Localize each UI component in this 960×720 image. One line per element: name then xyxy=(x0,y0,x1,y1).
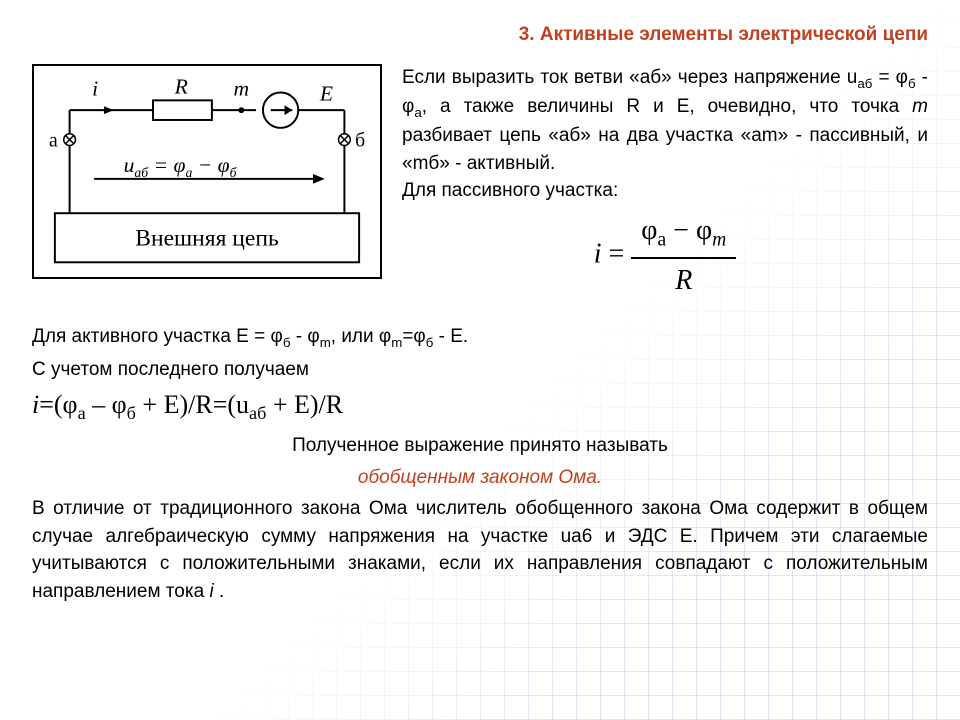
slide-content: 3. Активные элементы электрической цепи xyxy=(0,0,960,605)
circuit-svg: i R m E а б uаб = φа − φб Внешняя цепь xyxy=(32,64,382,279)
label-m: m xyxy=(233,76,249,100)
paragraph-explain: В отличие от традиционного закона Ома чи… xyxy=(32,495,928,605)
label-R: R xyxy=(174,74,188,98)
label-b: б xyxy=(355,130,365,151)
label-E: E xyxy=(319,81,333,105)
law-intro: Полученное выражение принято называть xyxy=(32,432,928,460)
label-i: i xyxy=(92,76,98,100)
generalized-ohm-equation: i=(φа – φб + E)/R=(uаб + E)/R xyxy=(32,390,928,424)
u-eq: uаб = φа − φб xyxy=(124,153,238,180)
equation-passive: i = φа − φmR xyxy=(402,211,928,302)
label-a: а xyxy=(49,130,58,151)
paragraph-1: Если выразить ток ветви «аб» через напря… xyxy=(402,64,928,319)
top-row: i R m E а б uаб = φа − φб Внешняя цепь Е… xyxy=(32,64,928,319)
paragraph-active: Для активного участка E = φб - φm, или φ… xyxy=(32,323,928,352)
circuit-diagram: i R m E а б uаб = φа − φб Внешняя цепь xyxy=(32,64,382,284)
external-circuit-label: Внешняя цепь xyxy=(135,226,279,252)
slide-title: 3. Активные элементы электрической цепи xyxy=(32,24,928,46)
paragraph-derive: С учетом последнего получаем xyxy=(32,356,928,384)
law-name: обобщенным законом Ома. xyxy=(32,464,928,492)
